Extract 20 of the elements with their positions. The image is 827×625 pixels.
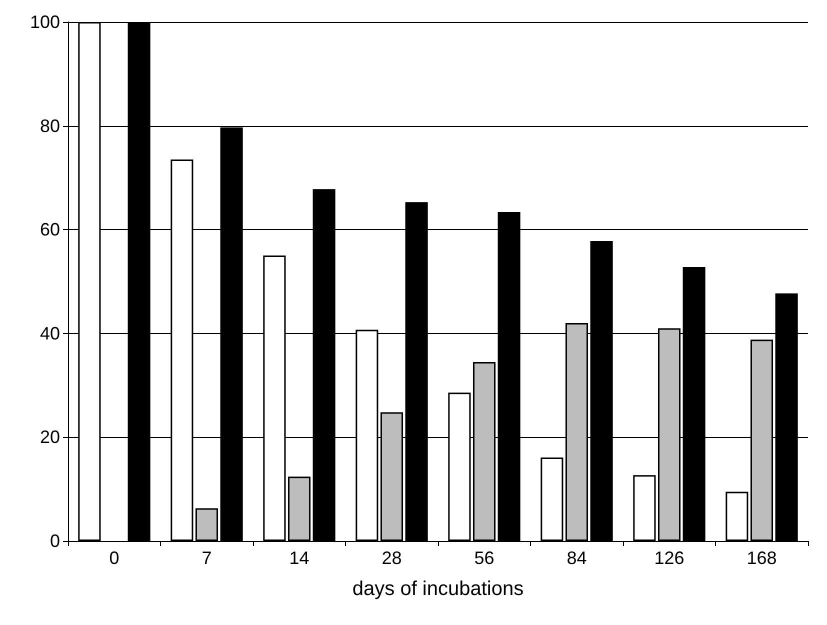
y-tick-label: 20 [40, 427, 60, 448]
x-axis-title: days of incubations [352, 578, 524, 600]
x-tick-label: 56 [474, 548, 494, 568]
y-tick-label: 60 [40, 220, 60, 240]
x-tick-label: 168 [746, 548, 777, 568]
bar [540, 457, 564, 541]
y-tick-label: 40 [40, 323, 60, 344]
x-tick-label: 28 [382, 548, 402, 568]
x-tick-label: 0 [109, 548, 120, 568]
bar [288, 476, 311, 541]
y-tick-label: 80 [40, 116, 60, 136]
x-tick-label: 84 [566, 548, 587, 568]
bar [726, 492, 748, 541]
bar [195, 508, 218, 541]
x-tick-label: 7 [202, 548, 212, 568]
x-tick-label: 14 [289, 548, 310, 568]
y-tick-label: 100 [30, 12, 60, 32]
bar [633, 475, 656, 541]
y-tick-label: 0 [50, 531, 60, 551]
x-tick-label: 126 [654, 548, 684, 568]
